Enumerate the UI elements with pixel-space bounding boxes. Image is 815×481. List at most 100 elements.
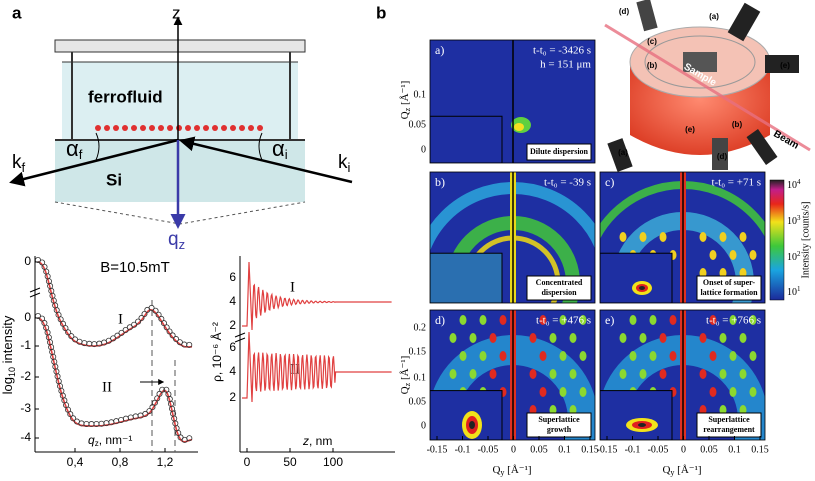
bragg-spot (489, 333, 497, 343)
x-tick-label: -0.1 (625, 444, 641, 455)
y-tick-label: 0.15 (409, 346, 427, 357)
x-tick-label: 0.15 (581, 444, 599, 455)
alpha-f: αf (66, 136, 83, 163)
particles (95, 125, 263, 131)
panel-tag: e) (605, 313, 614, 327)
particle (185, 125, 191, 131)
caption-box (526, 412, 592, 438)
axis-label: z (172, 3, 181, 22)
inset-peak (638, 423, 646, 427)
k-i: ki (338, 152, 351, 175)
bragg-spot (719, 369, 727, 379)
tick-base: 10 (787, 252, 797, 263)
beam-out (9, 138, 179, 187)
caption: lattice formation (700, 288, 758, 297)
y-tick-label: -1 (20, 338, 31, 352)
subscript: i (285, 147, 288, 162)
bragg-spot (719, 333, 727, 343)
bragg-spot (529, 333, 537, 343)
y-tick-label: 4 (229, 294, 236, 308)
panel-frame (429, 39, 596, 164)
subscript: y (500, 468, 504, 477)
data-point (135, 318, 142, 325)
data-point (68, 333, 75, 340)
bragg-spot (729, 315, 737, 325)
y-tick-label: 0.05 (409, 119, 427, 130)
colorbar-tick-label: 101 (787, 285, 801, 299)
data-point (160, 320, 167, 327)
bragg-spot (459, 315, 467, 325)
bragg-spot (559, 351, 567, 361)
particle (95, 125, 101, 131)
bragg-spot (569, 369, 577, 379)
photo-labels: (d) (a) (c) (b) (e) (e) (b) (a) (d) (618, 7, 790, 161)
data-point (126, 324, 133, 331)
reflectivity-plot: B=10.5mT log10 intensity qz, nm⁻¹ I II 0… (0, 254, 198, 469)
tick-base: 10 (787, 180, 797, 191)
label-text: Q (399, 111, 411, 119)
colorbar-tick-label: 104 (787, 178, 801, 192)
photo-label: (e) (685, 125, 695, 134)
bragg-spot (569, 333, 577, 343)
y-tick-label: 0.05 (409, 396, 427, 407)
glass-lid (54, 39, 306, 53)
bragg-spot (539, 315, 547, 325)
y-axis-label: Qz [Å⁻¹] (399, 81, 412, 120)
x-tick-label: 0 (511, 444, 516, 455)
magnet (727, 2, 761, 42)
subscript: z (403, 382, 412, 386)
subscript: 10 (7, 367, 17, 377)
particle (221, 125, 227, 131)
label-text: , nm (309, 434, 332, 448)
bragg-spot (749, 351, 757, 361)
caption: Onset of super- (703, 278, 755, 287)
angle-arc (95, 132, 100, 161)
y-tick-label: 0.2 (414, 322, 427, 333)
subscript: i (348, 160, 351, 175)
bragg-spot (549, 333, 557, 343)
x-axis-label: Qy [Å⁻¹] (662, 464, 701, 477)
panel-tag: c) (605, 175, 614, 189)
symbol: α (66, 136, 79, 161)
data-point (62, 325, 69, 332)
bragg-spot (659, 333, 667, 343)
x-axis-label: Qy [Å⁻¹] (492, 464, 531, 477)
bragg-spot (529, 369, 537, 379)
label-text: Q (492, 464, 500, 476)
y-tick-label: 6 (229, 340, 236, 354)
x-tick-label: 0.15 (751, 444, 769, 455)
caption: rearrangement (703, 425, 755, 434)
particle (131, 125, 137, 131)
data-point (155, 311, 162, 318)
particle (239, 125, 245, 131)
particle (122, 125, 128, 131)
panel-label: b (376, 3, 386, 22)
panel-frame (599, 171, 766, 304)
caption: Superlattice (538, 415, 580, 424)
photo-label: (a) (709, 12, 719, 21)
bragg-spot (729, 351, 737, 361)
angle-arc (258, 132, 263, 161)
colorbar-tick-label: 102 (787, 250, 801, 264)
bragg-spot (479, 315, 487, 325)
y-tick-label: 2 (229, 318, 236, 332)
bragg-spot (739, 369, 747, 379)
panel-label: a (12, 3, 22, 22)
bragg-spot (619, 232, 627, 242)
y-tick-label: 0.1 (414, 89, 427, 100)
bragg-spot (659, 369, 667, 379)
particle (212, 125, 218, 131)
tick-exponent: 3 (797, 214, 801, 222)
y-axis-label: ρ, 10⁻⁶ Å⁻² (209, 322, 224, 382)
axis-break (234, 332, 246, 343)
bragg-spot (639, 232, 647, 242)
beam-line (604, 23, 811, 152)
magnet (636, 0, 658, 32)
bragg-spot (549, 369, 557, 379)
particle (140, 125, 146, 131)
data-point (67, 411, 74, 418)
data-point (114, 332, 121, 339)
data-point (186, 435, 193, 442)
data-point (173, 336, 180, 343)
